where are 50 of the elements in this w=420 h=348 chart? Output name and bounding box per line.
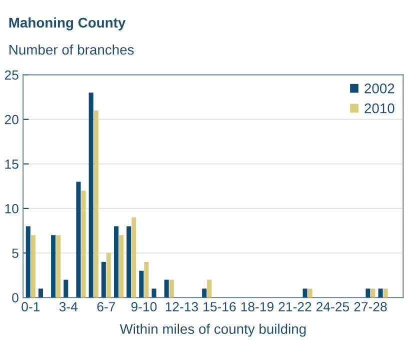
bar xyxy=(126,226,132,298)
x-axis-title: Within miles of county building xyxy=(120,324,306,337)
legend-label: 2010 xyxy=(364,103,394,114)
bar xyxy=(144,262,149,298)
bar xyxy=(308,288,312,298)
bar xyxy=(88,92,94,298)
bar xyxy=(132,217,136,298)
x-tick-label: 0-1 xyxy=(22,302,40,312)
x-tick-label: 3-4 xyxy=(59,302,78,312)
bar xyxy=(38,288,43,298)
x-tick-label: 21-22 xyxy=(278,302,312,312)
x-tick-label: 6-7 xyxy=(97,302,116,312)
bar xyxy=(169,280,174,298)
bar xyxy=(378,288,383,298)
bar xyxy=(26,226,30,298)
bar xyxy=(114,226,119,298)
bar xyxy=(30,235,36,298)
bar xyxy=(51,235,56,298)
chart-title: Mahoning County xyxy=(9,17,126,30)
x-tick-label: 27-28 xyxy=(354,302,387,312)
y-tick-label: 15 xyxy=(5,160,18,169)
bar xyxy=(64,280,68,298)
y-tick-label: 0 xyxy=(12,293,18,302)
bar xyxy=(164,280,169,298)
y-tick-label: 5 xyxy=(12,248,18,258)
x-tick-label: 18-19 xyxy=(241,302,274,312)
y-tick-label: 20 xyxy=(4,114,18,124)
bar xyxy=(302,288,308,298)
bar xyxy=(94,110,98,298)
x-tick-label: 9-10 xyxy=(131,302,157,312)
bar xyxy=(101,262,106,298)
bar xyxy=(370,288,376,298)
y-axis-title: Number of branches xyxy=(10,44,134,55)
bar xyxy=(76,182,81,298)
bar xyxy=(152,288,156,298)
y-tick-label: 10 xyxy=(5,204,18,214)
bar xyxy=(106,252,111,298)
bar xyxy=(119,235,124,298)
bar xyxy=(366,288,370,298)
bar xyxy=(202,288,207,298)
bar xyxy=(139,270,144,298)
bar xyxy=(81,190,86,298)
x-tick-label: 24-25 xyxy=(316,302,350,312)
legend-label: 2002 xyxy=(364,84,394,94)
bar xyxy=(383,288,388,298)
x-tick-label: 15-16 xyxy=(204,302,236,312)
bar xyxy=(56,235,61,298)
x-tick-label: 12-13 xyxy=(166,302,198,312)
y-tick-label: 25 xyxy=(4,70,18,80)
bar xyxy=(207,280,212,298)
